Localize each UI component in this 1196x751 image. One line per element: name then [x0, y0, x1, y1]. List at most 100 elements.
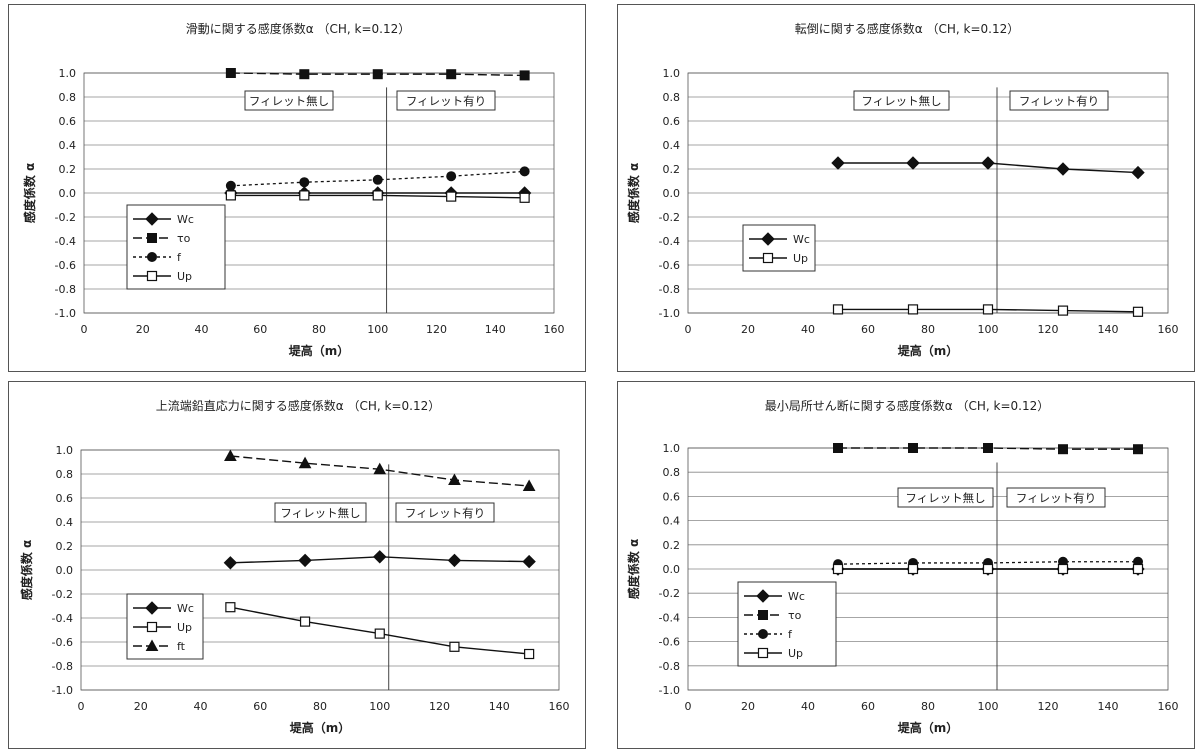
plot-area [687, 72, 1169, 314]
data-point [446, 171, 457, 182]
region-label-box [1006, 487, 1106, 508]
x-tick-label: 40 [801, 700, 815, 713]
x-tick-label: 0 [81, 323, 88, 336]
data-point [522, 479, 536, 491]
data-point [1131, 165, 1145, 180]
data-point [982, 563, 994, 575]
y-tick-label: 0.0 [663, 563, 681, 576]
data-point [225, 180, 236, 191]
chart-panel-upstream-stress: 上流端鉛直応力に関する感度係数α （CH, k=0.12） 1.0 0.8 0.6 0.… [8, 381, 586, 749]
x-tick-label: 140 [1098, 700, 1119, 713]
x-tick-label: 160 [1158, 323, 1179, 336]
data-point [223, 556, 238, 570]
data-point [299, 616, 311, 627]
chart-svg: 滑動に関する感度係数α （CH, k=0.12） 1.0 0.8 0.6 0.4 0.2 0… [22, 21, 565, 358]
region-label-box [853, 90, 950, 111]
region-label: フィレット有り [405, 506, 485, 520]
x-axis-label: 堤高（m） [898, 343, 959, 358]
y-tick-label: 0.0 [56, 564, 74, 577]
x-tick-label: 60 [861, 323, 875, 336]
y-tick-label: 0.2 [663, 539, 681, 552]
region-label: フィレット無し [249, 94, 329, 108]
plot-area [687, 447, 1169, 691]
y-tick-label: 0.4 [56, 516, 74, 529]
y-tick-label: -0.4 [55, 235, 76, 248]
x-axis-label: 堤高（m） [290, 720, 351, 735]
x-tick-label: 0 [78, 700, 85, 713]
y-tick-label: 0.4 [59, 139, 77, 152]
y-tick-label: -1.0 [659, 684, 680, 697]
y-tick-label: 0.4 [663, 515, 681, 528]
legend-marker [146, 621, 158, 633]
legend-label: ft [177, 640, 186, 653]
y-tick-label: 0.6 [663, 490, 681, 503]
y-tick-label: 0.6 [59, 115, 77, 128]
y-tick-label: 0.0 [663, 187, 681, 200]
data-point [373, 550, 387, 564]
data-point [907, 304, 919, 315]
x-tick-label: 60 [253, 323, 267, 336]
data-point [373, 462, 387, 475]
legend-label: Up [788, 647, 803, 660]
legend-box [742, 224, 816, 272]
data-point [298, 553, 312, 568]
x-tick-label: 0 [685, 323, 692, 336]
x-tick-label: 120 [429, 700, 450, 713]
x-tick-label: 20 [134, 700, 148, 713]
legend-label: Up [177, 270, 192, 283]
x-axis-label: 堤高（m） [289, 343, 350, 358]
chart-title: 上流端鉛直応力に関する感度係数α （CH, k=0.12） [156, 398, 440, 413]
series-f [225, 166, 530, 191]
region-label: フィレット無し [905, 491, 985, 505]
y-tick-label: -0.8 [55, 283, 76, 296]
y-tick-label: -1.0 [659, 307, 680, 320]
chart-panel-sliding: 滑動に関する感度係数α （CH, k=0.12） 1.0 0.8 0.6 0.4 0.2 0… [8, 4, 586, 372]
data-point [299, 69, 310, 80]
x-tick-label: 100 [978, 323, 999, 336]
y-tick-label: -1.0 [52, 684, 73, 697]
legend-marker [147, 233, 157, 243]
y-tick-label: -0.2 [55, 211, 76, 224]
data-point [832, 563, 844, 575]
region-label-box [1009, 90, 1109, 111]
legend-label: Up [177, 621, 192, 634]
y-tick-label: 0.2 [663, 163, 681, 176]
y-tick-label: 0.2 [56, 540, 74, 553]
data-point [1058, 444, 1068, 455]
series-ft [224, 449, 536, 491]
data-point [225, 602, 236, 613]
data-point [1057, 563, 1069, 575]
legend-label: Wc [177, 213, 194, 226]
x-tick-label: 80 [313, 700, 327, 713]
y-tick-label: 0.6 [56, 492, 74, 505]
y-tick-label: -0.6 [55, 259, 76, 272]
chart-panel-overturning: 転倒に関する感度係数α （CH, k=0.12） 1.0 0.8 0.6 0.4 0.2 0… [617, 4, 1195, 372]
data-point [906, 156, 920, 170]
region-label-box [244, 90, 334, 111]
series-Up [225, 602, 535, 660]
legend-label: τo [788, 609, 802, 622]
data-point [983, 443, 993, 453]
data-point [519, 70, 530, 81]
data-point [831, 156, 845, 170]
y-tick-label: -0.6 [52, 636, 73, 649]
data-point [372, 190, 383, 201]
region-label: フィレット有り [406, 94, 486, 108]
data-point [1132, 563, 1144, 575]
y-axis-label: 感度係数 α [19, 540, 34, 600]
data-point [908, 443, 918, 453]
data-point [372, 174, 383, 185]
x-tick-label: 160 [549, 700, 570, 713]
region-label-box [274, 502, 367, 523]
legend-marker [145, 601, 159, 615]
x-tick-label: 20 [136, 323, 150, 336]
x-tick-label: 40 [195, 323, 209, 336]
legend: Wc τo f Up [737, 581, 837, 667]
data-point [519, 166, 530, 177]
data-point [299, 177, 310, 188]
y-tick-label: 0.0 [59, 187, 77, 200]
x-tick-label: 100 [978, 700, 999, 713]
chart-svg: 上流端鉛直応力に関する感度係数α （CH, k=0.12） 1.0 0.8 0.6 0.… [19, 398, 570, 735]
y-tick-label: -0.2 [659, 211, 680, 224]
series-Up [225, 190, 530, 203]
